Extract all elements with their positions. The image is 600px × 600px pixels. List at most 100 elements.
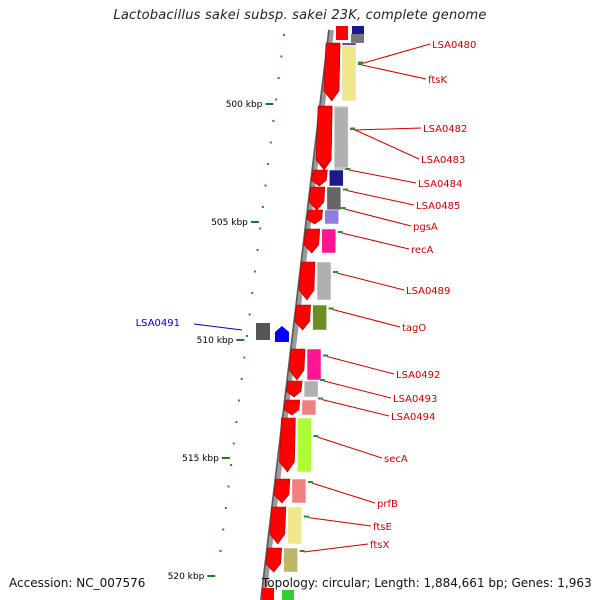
gene-callout-line [332, 309, 401, 328]
gene-callout-line [193, 323, 243, 331]
gene-marker [337, 231, 343, 233]
gene-callout-line [303, 543, 369, 553]
ruler-dot [283, 34, 285, 36]
gene-callout-line [349, 169, 417, 184]
gene-callout-line [336, 272, 405, 291]
gene-marker [317, 397, 323, 400]
gene-arrow [279, 417, 296, 473]
gene-feature-box [341, 44, 357, 102]
gene-arrow [306, 209, 323, 225]
gene-arrow [273, 478, 291, 504]
gene-marker [340, 207, 346, 209]
ruler-dot [238, 399, 241, 402]
gene-marker [345, 168, 351, 170]
gene-callout-line [326, 356, 395, 375]
gene-arrow [275, 326, 289, 342]
gene-feature-box [287, 506, 303, 545]
ruler-dot [232, 442, 235, 445]
ruler-dot [224, 507, 227, 509]
gene-label: LSA0493 [393, 394, 437, 405]
gene-arrow [285, 380, 303, 398]
ruler-dot [280, 55, 283, 58]
ruler-dot [275, 98, 278, 101]
gene-fragment-bottom [262, 588, 274, 600]
gene-arrow [294, 304, 311, 331]
gene-callout-line [361, 64, 427, 80]
gene-marker [320, 379, 326, 381]
gene-marker [299, 550, 305, 552]
gene-marker [323, 354, 329, 357]
gene-feature-box [326, 186, 342, 211]
gene-arrow [303, 228, 321, 254]
gene-callout-line [317, 436, 383, 459]
gene-feature-box [329, 169, 344, 187]
gene-feature-box [321, 228, 337, 254]
ruler-dot [235, 421, 238, 423]
map-title: Lactobacillus sakei subsp. sakei 23K, co… [113, 8, 487, 23]
gene-callout-line [341, 232, 410, 250]
gene-marker [333, 271, 339, 273]
ruler-dot [261, 206, 264, 208]
ruler-dot [243, 356, 246, 359]
gene-feature-box [324, 209, 339, 225]
gene-callout-line [354, 127, 422, 131]
gene-label: recA [411, 245, 434, 256]
gene-label: ftsX [370, 540, 389, 551]
gene-label: ftsK [428, 75, 447, 86]
gene-label: LSA0483 [421, 155, 465, 166]
scale-tick-label: 500 kbp [226, 100, 263, 110]
gene-arrow [323, 44, 341, 102]
ruler-dot [267, 163, 270, 165]
gene-label: LSA0480 [432, 40, 476, 51]
gene-marker [357, 63, 363, 65]
gene-fragment-top [352, 26, 364, 34]
gene-marker [328, 307, 334, 310]
gene-arrow [265, 547, 282, 573]
ruler-dot [227, 485, 230, 488]
ruler-dot [272, 120, 275, 122]
gene-fragment-top [351, 34, 364, 43]
gene-feature-box [312, 304, 327, 331]
gene-feature-box [297, 417, 312, 473]
gene-callout-line [353, 129, 420, 160]
topology-text: Topology: circular; Length: 1,884,661 bp… [262, 576, 592, 590]
scale-tick-label: 505 kbp [211, 218, 248, 228]
gene-marker [342, 188, 348, 191]
gene-feature-box [306, 348, 322, 381]
gene-arrow [298, 261, 316, 301]
gene-callout-line [346, 190, 415, 206]
ruler-dot [240, 378, 243, 380]
ruler-dot [253, 270, 256, 273]
gene-arrow [288, 348, 306, 381]
gene-label: LSA0494 [391, 412, 435, 423]
gene-marker [313, 435, 319, 437]
gene-marker [350, 127, 356, 130]
gene-arrow [283, 399, 301, 416]
ruler-dot [256, 249, 259, 251]
gene-label: LSA0485 [416, 201, 460, 212]
gene-callout-line [323, 380, 392, 399]
gene-marker [303, 515, 309, 518]
ruler-dot [277, 77, 280, 79]
gene-label: secA [384, 454, 408, 465]
gene-arrow [308, 186, 326, 211]
ruler-dot [245, 335, 248, 337]
gene-label: LSA0484 [418, 179, 462, 190]
gene-marker [358, 61, 364, 64]
gene-callout-line [321, 399, 390, 417]
gene-feature-box [291, 478, 307, 504]
ruler-dot [222, 528, 225, 531]
ruler-dot [269, 141, 272, 144]
gene-label: LSA0491 [136, 318, 180, 329]
gene-label: LSA0489 [406, 286, 450, 297]
gene-callout-line [311, 482, 376, 504]
ruler-dot [230, 464, 233, 466]
gene-feature-box [303, 380, 319, 398]
gene-marker [307, 481, 313, 483]
gene-fragment-top [336, 26, 348, 40]
gene-label: tagO [402, 323, 426, 334]
gene-feature-box [256, 323, 270, 340]
gene-feature-box [301, 399, 317, 416]
gene-arrow [315, 106, 333, 169]
